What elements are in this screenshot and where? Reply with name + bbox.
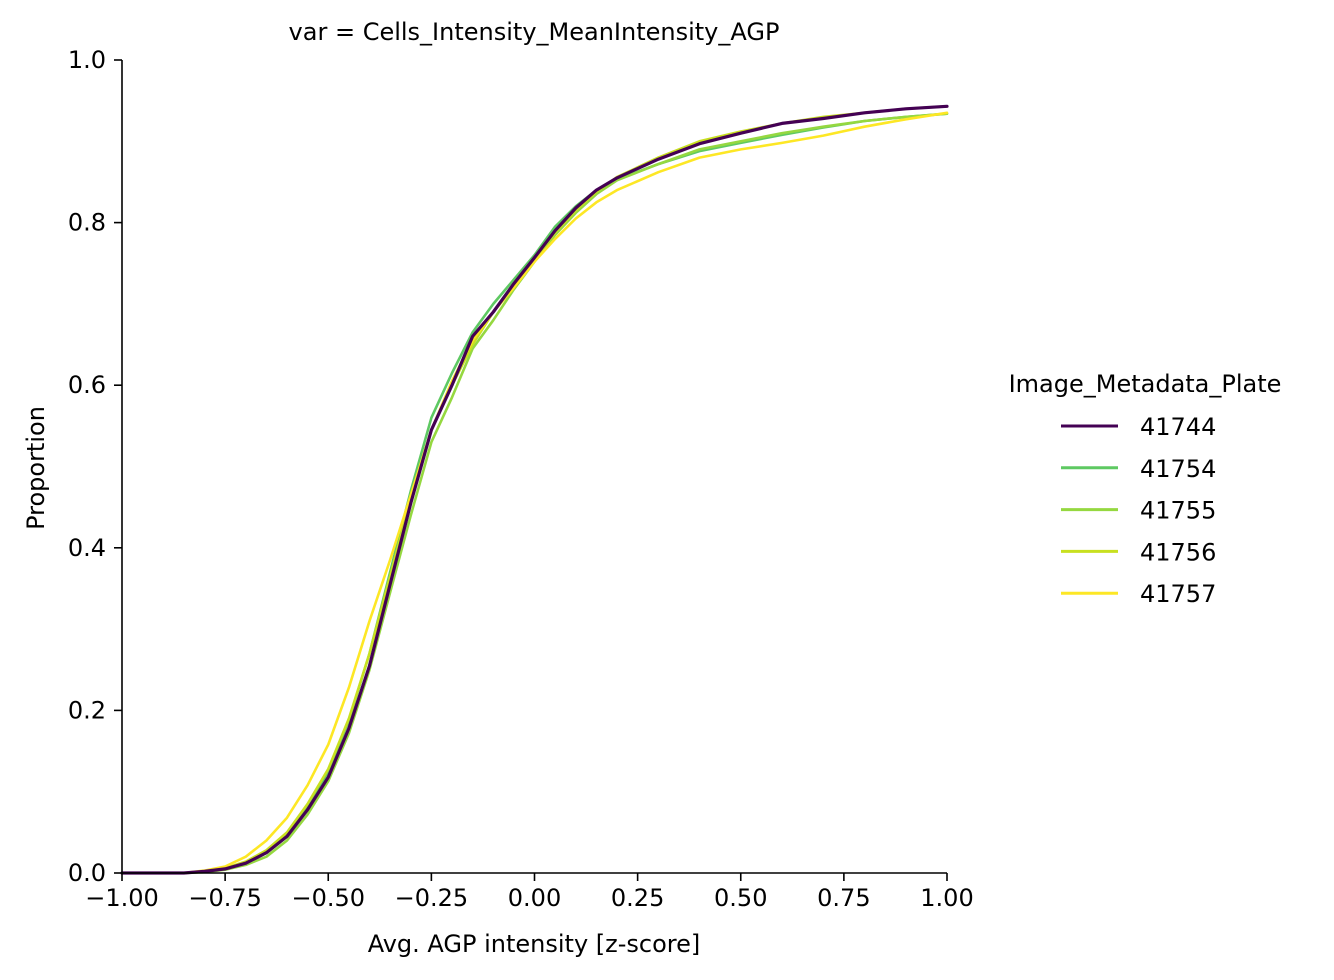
series-line-41755 — [120, 112, 949, 875]
x-tick-label: −1.00 — [85, 884, 159, 912]
chart-title: var = Cells_Intensity_MeanIntensity_AGP — [289, 18, 780, 46]
y-tick-label: 1.0 — [68, 46, 106, 74]
series-line-41754 — [120, 112, 949, 875]
series-line-41744 — [120, 104, 949, 875]
x-axis-label: Avg. AGP intensity [z-score] — [368, 930, 701, 958]
x-tick-label: 0.50 — [714, 884, 767, 912]
series-line-41757 — [120, 111, 949, 875]
series-group — [120, 104, 949, 875]
x-tick-label: 0.75 — [817, 884, 870, 912]
x-tick-label: 0.00 — [508, 884, 561, 912]
x-axis-ticks: −1.00 −0.75 −0.50 −0.25 0.00 0.25 0.50 0.75 1.00 — [85, 873, 974, 912]
y-axis-ticks: 0.0 0.2 0.4 0.6 0.8 1.0 — [68, 46, 122, 887]
plot-area: −1.00 −0.75 −0.50 −0.25 0.00 0.25 0.50 0.75 1.00… — [68, 46, 974, 912]
y-tick-label: 0.4 — [68, 534, 106, 562]
y-axis-label: Proportion — [22, 406, 50, 530]
y-tick-label: 0.2 — [68, 696, 106, 724]
x-tick-label: −0.50 — [291, 884, 365, 912]
y-tick-label: 0.6 — [68, 371, 106, 399]
legend-title: Image_Metadata_Plate — [1009, 370, 1282, 398]
y-tick-label: 0.8 — [68, 209, 106, 237]
y-tick-label: 0.0 — [68, 859, 106, 887]
legend: Image_Metadata_Plate 41744 41754 41755 4175… — [1009, 370, 1282, 608]
legend-items: 41744 41754 41755 41756 41757 — [1061, 413, 1216, 608]
x-tick-label: −0.25 — [395, 884, 469, 912]
legend-label-41755: 41755 — [1140, 497, 1216, 525]
x-tick-label: −0.75 — [188, 884, 262, 912]
legend-label-41744: 41744 — [1140, 413, 1216, 441]
series-line-41756 — [120, 105, 949, 875]
x-tick-label: 1.00 — [920, 884, 973, 912]
legend-label-41757: 41757 — [1140, 580, 1216, 608]
legend-label-41756: 41756 — [1140, 538, 1216, 566]
legend-label-41754: 41754 — [1140, 455, 1216, 483]
x-tick-label: 0.25 — [611, 884, 664, 912]
